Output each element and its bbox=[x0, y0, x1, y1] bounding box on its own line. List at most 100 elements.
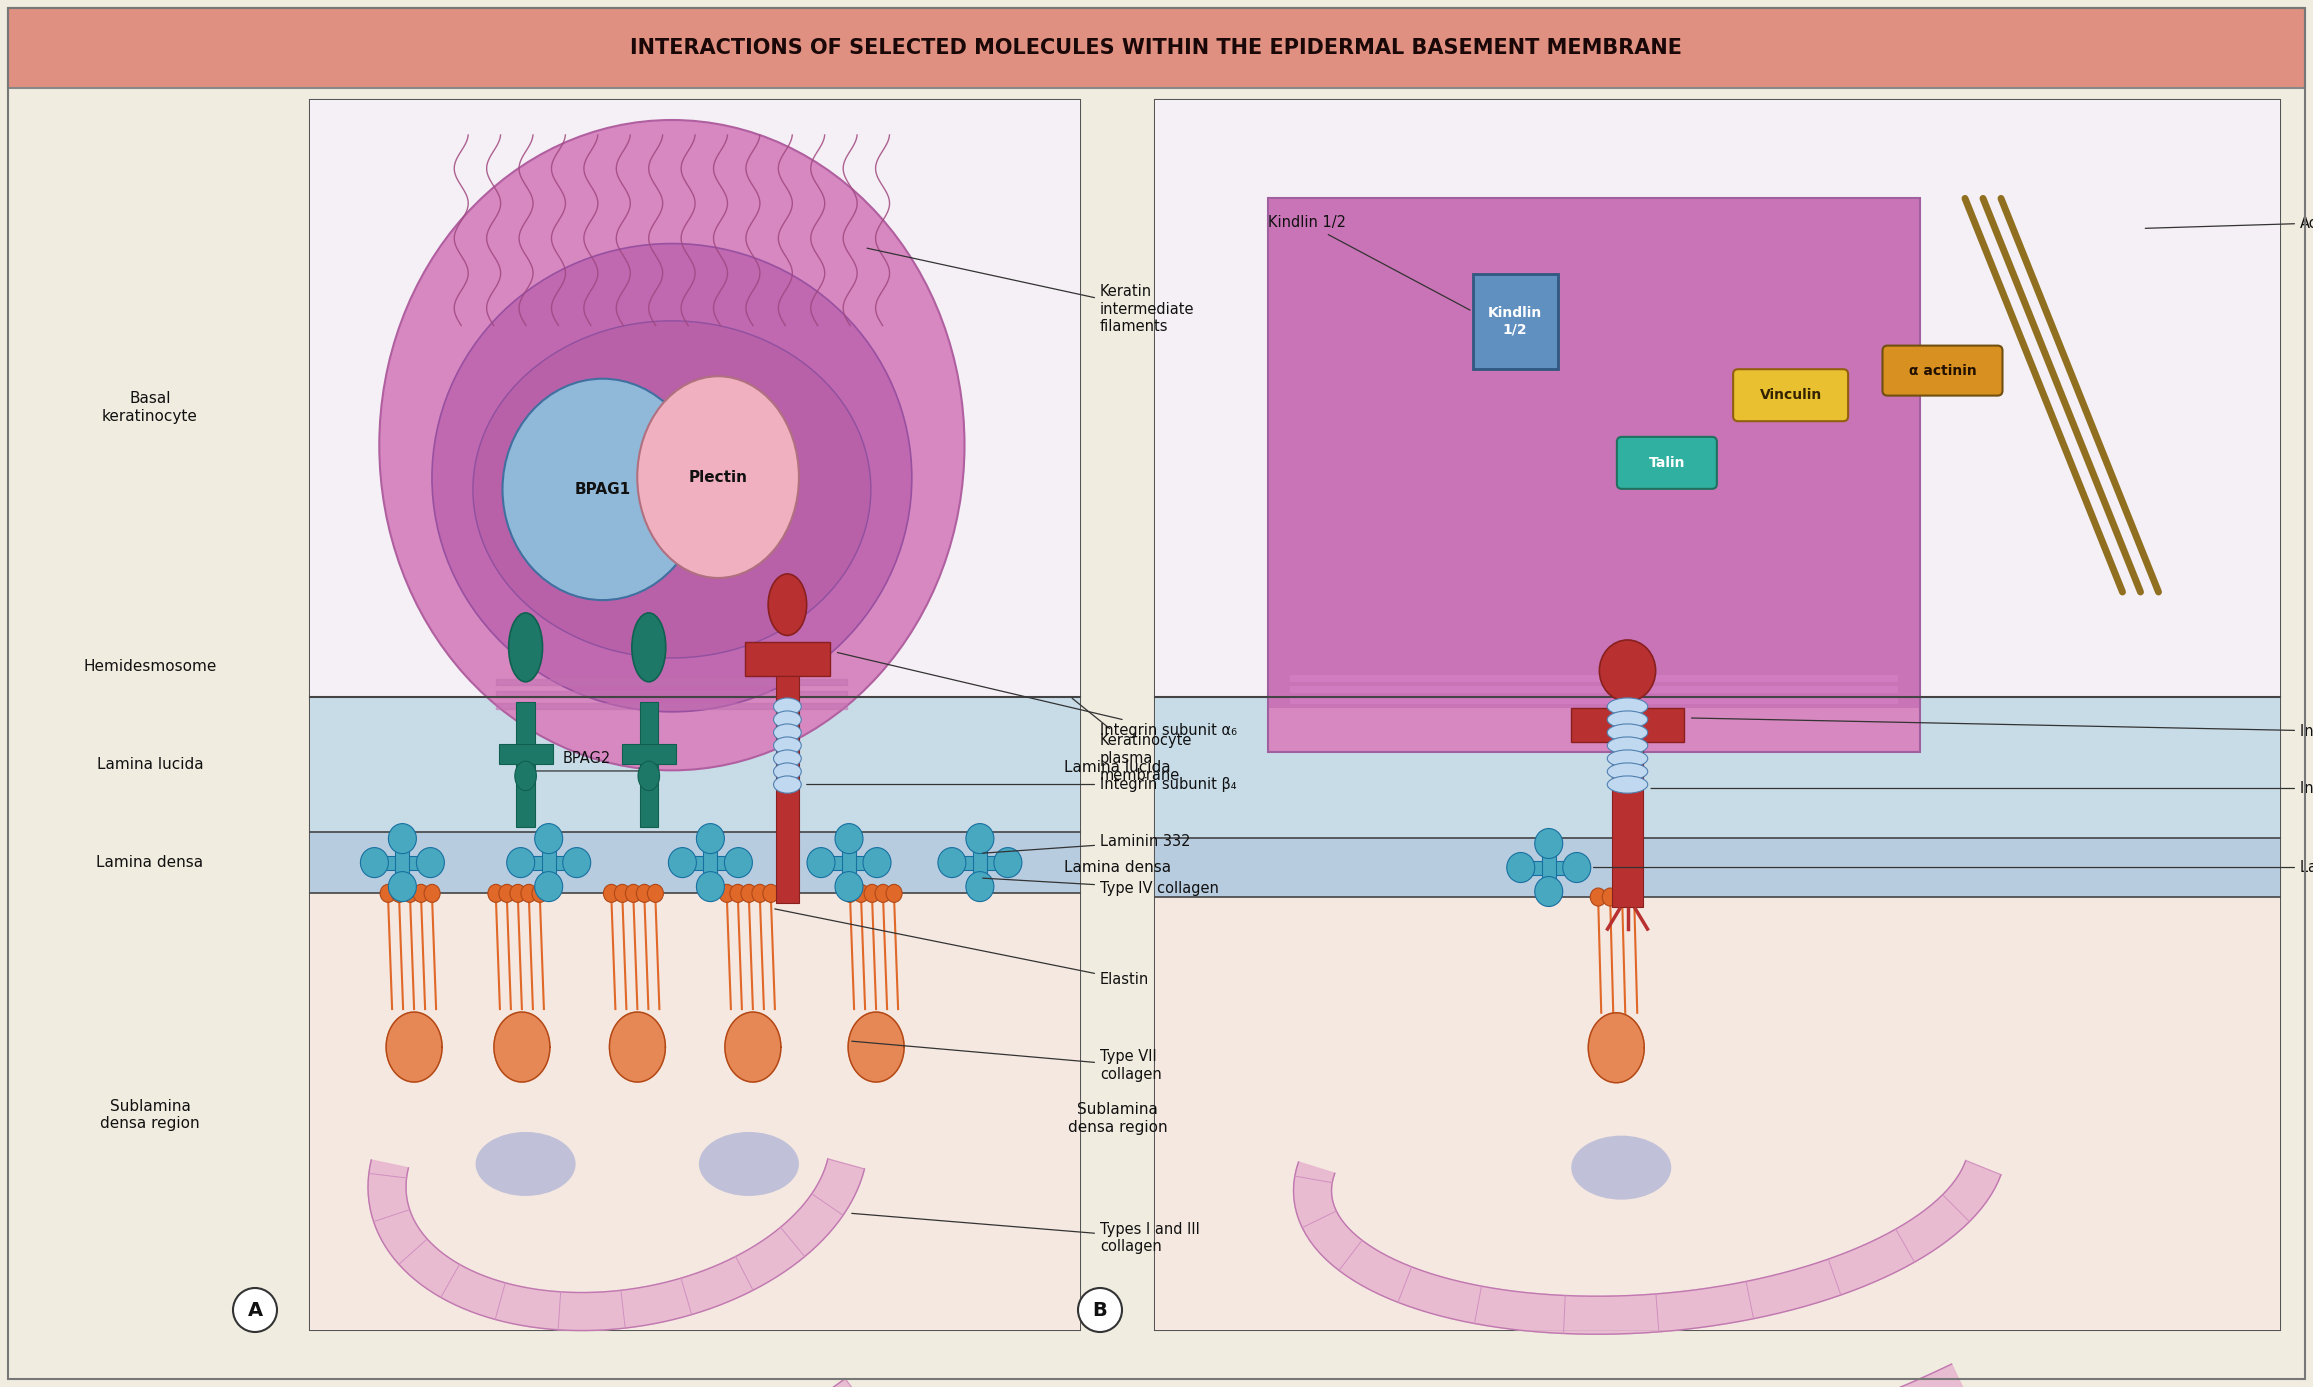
Text: Laminins 332 & 311: Laminins 332 & 311 bbox=[1594, 860, 2313, 875]
Text: Sublamina
densa region: Sublamina densa region bbox=[1069, 1103, 1168, 1135]
Ellipse shape bbox=[740, 885, 756, 903]
Bar bbox=[1571, 707, 1684, 742]
Polygon shape bbox=[1293, 1161, 2001, 1334]
Bar bbox=[641, 702, 657, 827]
Ellipse shape bbox=[752, 885, 768, 903]
Ellipse shape bbox=[668, 847, 696, 878]
Bar bbox=[1154, 897, 2281, 1330]
Ellipse shape bbox=[768, 574, 807, 635]
Ellipse shape bbox=[696, 871, 724, 902]
Ellipse shape bbox=[472, 320, 872, 657]
Text: Types I and III
collagen: Types I and III collagen bbox=[851, 1214, 1200, 1254]
Ellipse shape bbox=[967, 871, 995, 902]
Ellipse shape bbox=[1608, 763, 1647, 779]
Bar bbox=[622, 743, 675, 764]
Ellipse shape bbox=[773, 712, 800, 728]
Bar bbox=[1473, 273, 1557, 369]
Ellipse shape bbox=[699, 1132, 798, 1196]
Bar bbox=[842, 839, 856, 886]
Ellipse shape bbox=[1626, 888, 1642, 906]
Bar bbox=[703, 839, 717, 886]
Ellipse shape bbox=[865, 885, 881, 903]
Ellipse shape bbox=[379, 121, 965, 770]
Bar bbox=[682, 856, 738, 870]
Ellipse shape bbox=[842, 885, 858, 903]
Ellipse shape bbox=[1571, 1136, 1672, 1200]
Ellipse shape bbox=[625, 885, 641, 903]
Ellipse shape bbox=[724, 847, 752, 878]
Ellipse shape bbox=[773, 736, 800, 755]
Ellipse shape bbox=[1608, 736, 1647, 755]
Ellipse shape bbox=[1603, 888, 1619, 906]
Text: Integrin subunit α₆: Integrin subunit α₆ bbox=[837, 652, 1237, 738]
Ellipse shape bbox=[502, 379, 703, 601]
Polygon shape bbox=[1441, 1363, 1966, 1387]
Ellipse shape bbox=[1536, 828, 1564, 859]
Ellipse shape bbox=[476, 1132, 576, 1196]
Ellipse shape bbox=[509, 885, 525, 903]
Bar bbox=[1268, 198, 1920, 752]
Bar bbox=[520, 856, 576, 870]
Bar bbox=[821, 856, 877, 870]
Text: BPAG1: BPAG1 bbox=[574, 481, 631, 497]
Bar bbox=[974, 839, 988, 886]
Ellipse shape bbox=[1608, 775, 1647, 793]
Text: Laminin 332: Laminin 332 bbox=[983, 835, 1191, 853]
Bar bbox=[396, 839, 409, 886]
Ellipse shape bbox=[520, 885, 537, 903]
Ellipse shape bbox=[389, 871, 416, 902]
Ellipse shape bbox=[773, 724, 800, 741]
Text: α actinin: α actinin bbox=[1908, 363, 1975, 377]
Bar bbox=[375, 856, 430, 870]
Ellipse shape bbox=[773, 698, 800, 716]
Ellipse shape bbox=[1608, 750, 1647, 767]
Ellipse shape bbox=[389, 824, 416, 853]
Text: Type IV collagen: Type IV collagen bbox=[983, 878, 1219, 896]
Ellipse shape bbox=[835, 824, 863, 853]
Ellipse shape bbox=[516, 761, 537, 791]
Text: Kindlin 1/2: Kindlin 1/2 bbox=[1268, 215, 1471, 311]
Polygon shape bbox=[1589, 1013, 1645, 1083]
Text: Integrin subunit β₄: Integrin subunit β₄ bbox=[807, 777, 1237, 792]
Ellipse shape bbox=[773, 763, 800, 779]
Ellipse shape bbox=[853, 885, 870, 903]
Ellipse shape bbox=[391, 885, 407, 903]
Ellipse shape bbox=[532, 885, 548, 903]
Bar bbox=[1291, 685, 1897, 692]
Bar bbox=[1612, 742, 1642, 907]
Ellipse shape bbox=[423, 885, 439, 903]
Text: A: A bbox=[247, 1301, 264, 1319]
Ellipse shape bbox=[937, 847, 967, 878]
Bar bbox=[1291, 696, 1897, 703]
Text: Vinculin: Vinculin bbox=[1760, 388, 1823, 402]
Ellipse shape bbox=[863, 847, 891, 878]
Ellipse shape bbox=[773, 775, 800, 793]
Bar bbox=[310, 893, 1080, 1330]
Text: Lamina lucida: Lamina lucida bbox=[1064, 760, 1170, 775]
Text: Type VII
collagen: Type VII collagen bbox=[851, 1042, 1161, 1082]
FancyBboxPatch shape bbox=[1617, 437, 1716, 488]
Text: BPAG2: BPAG2 bbox=[562, 752, 611, 767]
Ellipse shape bbox=[402, 885, 419, 903]
Ellipse shape bbox=[534, 871, 562, 902]
Ellipse shape bbox=[500, 885, 516, 903]
Ellipse shape bbox=[636, 885, 652, 903]
Text: Keratin
intermediate
filaments: Keratin intermediate filaments bbox=[867, 248, 1194, 334]
Text: Integrin subunit α₃: Integrin subunit α₃ bbox=[1691, 718, 2313, 739]
Text: Sublamina
densa region: Sublamina densa region bbox=[99, 1099, 199, 1130]
Ellipse shape bbox=[562, 847, 590, 878]
Ellipse shape bbox=[886, 885, 902, 903]
Bar bbox=[310, 100, 1080, 1330]
Bar bbox=[775, 675, 798, 903]
Text: Integrin subunit β₁: Integrin subunit β₁ bbox=[1651, 781, 2313, 796]
Bar bbox=[500, 743, 553, 764]
Ellipse shape bbox=[433, 244, 911, 712]
Ellipse shape bbox=[1536, 877, 1564, 907]
Bar bbox=[1268, 198, 1920, 707]
Bar bbox=[1520, 860, 1577, 875]
Ellipse shape bbox=[807, 847, 835, 878]
Ellipse shape bbox=[1591, 888, 1605, 906]
Bar bbox=[310, 696, 1080, 832]
Bar bbox=[516, 702, 534, 827]
Text: Lamina lucida: Lamina lucida bbox=[97, 757, 204, 771]
